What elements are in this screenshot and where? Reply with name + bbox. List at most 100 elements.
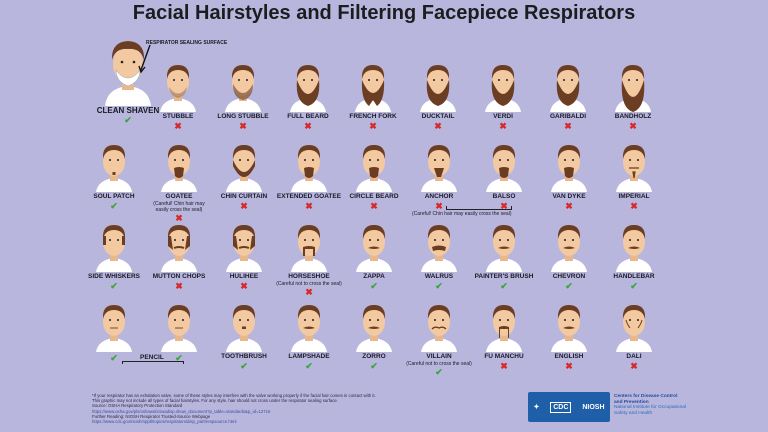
no-mark: ✖ [239,121,247,131]
clean-shaven-label: CLEAN SHAVEN [96,106,160,115]
cdc-logo-text: CDC [550,401,572,413]
hairstyle-cell: DALI ✖ [599,300,669,371]
hairstyle-cell: WALRUS ✔ [404,220,474,291]
hairstyle-label: HANDLEBAR [613,273,655,280]
face-icon [226,145,262,192]
hairstyle-cell: EXTENDED GOATEE ✖ [274,140,344,211]
face-icon [356,225,392,272]
hairstyle-cell: HULIHEE ✖ [209,220,279,291]
hairstyle-cell: ✔ [79,300,149,363]
pencil-bracket [122,361,184,364]
hairstyle-cell: BANDHOLZ ✖ [598,60,668,131]
hairstyle-label: VILLAIN [426,353,452,360]
hairstyle-cell: ZORRO ✔ [339,300,409,371]
agency-line: National Institute for Occupational [614,405,686,411]
face-icon [226,305,262,352]
no-mark: ✖ [629,121,637,131]
hairstyle-label: ENGLISH [554,353,584,360]
hairstyle-cell: STUBBLE ✖ [143,60,213,131]
hairstyle-label: CHEVRON [552,273,586,280]
hairstyle-cell: ENGLISH ✖ [534,300,604,371]
no-mark: ✖ [435,201,443,211]
hairstyle-cell: BALSO ✖ [469,140,539,211]
hairstyle-cell: FU MANCHU ✖ [469,300,539,371]
ok-mark: ✔ [435,281,443,291]
no-mark: ✖ [499,121,507,131]
reading-link[interactable]: https://www.cdc.gov/niosh/npptl/topics/r… [92,419,237,425]
hairstyle-label: STUBBLE [162,113,194,120]
face-icon [550,65,586,112]
hairstyle-label: TOOTHBRUSH [221,353,267,360]
face-icon [291,145,327,192]
no-mark: ✖ [630,201,638,211]
no-mark: ✖ [240,201,248,211]
ok-mark: ✔ [370,361,378,371]
hairstyle-cell: LAMPSHADE ✔ [274,300,344,371]
hairstyle-label: FULL BEARD [287,113,329,120]
face-icon [551,145,587,192]
ok-mark: ✔ [110,353,118,363]
no-mark: ✖ [434,121,442,131]
face-icon [96,145,132,192]
hairstyle-label: FRENCH FORK [349,113,397,120]
ok-mark: ✔ [175,353,183,363]
footer-line: This graphic may not include all types o… [92,398,338,404]
hairstyle-label: WALRUS [424,273,454,280]
hairstyle-cell: LONG STUBBLE ✖ [208,60,278,131]
hairstyle-note: (Careful not to cross the seal) [276,281,342,287]
hairstyle-label: PAINTER'S BRUSH [474,273,534,280]
hairstyle-cell: ANCHOR ✖ [404,140,474,211]
no-mark: ✖ [500,361,508,371]
cdc-niosh-logo: ✦ CDC NIOSH [528,392,610,422]
hairstyle-label: BALSO [492,193,516,200]
no-mark: ✖ [305,201,313,211]
face-icon [421,225,457,272]
hairstyle-cell: VILLAIN (Careful not to cross the seal) ✔ [404,300,474,377]
ok-mark: ✔ [500,281,508,291]
face-icon [616,225,652,272]
hairstyle-label: SOUL PATCH [93,193,135,200]
face-icon [616,145,652,192]
face-icon [355,65,391,112]
hairstyle-cell: ZAPPA ✔ [339,220,409,291]
face-icon [356,145,392,192]
anchor-balso-bracket [446,206,512,210]
agency-line: Safety and Health [614,410,653,416]
hairstyle-label: GARIBALDI [549,113,587,120]
hairstyle-label: SIDE WHISKERS [87,273,140,280]
hairstyle-label: HULIHEE [229,273,259,280]
pencil-label: PENCIL [140,354,164,361]
hairstyle-cell: PAINTER'S BRUSH ✔ [469,220,539,291]
hairstyle-label: CHIN CURTAIN [220,193,268,200]
face-icon [226,225,262,272]
clean-shaven-face-icon [105,41,151,106]
hairstyle-label: VAN DYKE [552,193,586,200]
face-icon [291,305,327,352]
hairstyle-cell: FRENCH FORK ✖ [338,60,408,131]
hairstyle-cell: CHIN CURTAIN ✖ [209,140,279,211]
hairstyle-cell: CHEVRON ✔ [534,220,604,291]
hairstyle-cell: DUCKTAIL ✖ [403,60,473,131]
face-icon [616,305,652,352]
face-icon [291,225,327,272]
hairstyle-cell: IMPERIAL ✖ [599,140,669,211]
hairstyle-cell: VERDI ✖ [468,60,538,131]
no-mark: ✖ [175,213,183,223]
face-icon [551,305,587,352]
hairstyle-cell: HORSESHOE (Careful not to cross the seal)… [274,220,344,297]
hairstyle-cell: GOATEE (Careful! Chin hair may easily cro… [144,140,214,223]
footer-text: *If your respirator has an exhalation va… [92,393,512,424]
ok-mark: ✔ [565,281,573,291]
agency-line: Centers for Disease Control [614,394,678,399]
ok-mark: ✔ [370,281,378,291]
hairstyle-cell: VAN DYKE ✖ [534,140,604,211]
source-link[interactable]: https://www.osha.gov/pls/oshaweb/owadisp… [92,408,271,414]
hairstyle-cell: SOUL PATCH ✔ [79,140,149,211]
hairstyle-label: HORSESHOE [288,273,330,280]
hairstyle-note: (Careful not to cross the seal) [406,361,472,367]
ok-mark: ✔ [124,115,132,125]
no-mark: ✖ [564,121,572,131]
face-icon [356,305,392,352]
face-icon [96,225,132,272]
hairstyle-cell: GARIBALDI ✖ [533,60,603,131]
